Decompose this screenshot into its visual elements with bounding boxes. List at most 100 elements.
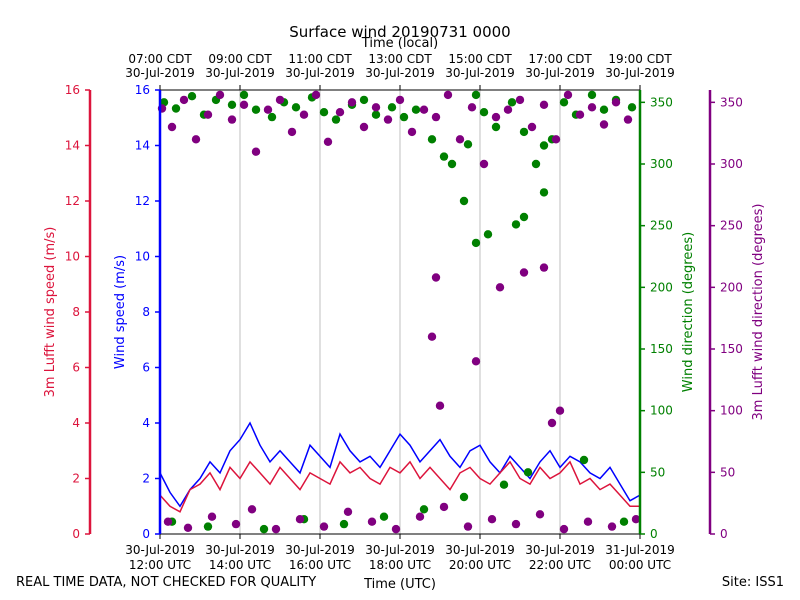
direction-axis-tick-label: 50: [650, 465, 665, 479]
3m-lufft-wind-direction-point: [251, 147, 261, 156]
3m-lufft-wind-direction-point: [271, 524, 281, 534]
wind-direction-point: [459, 492, 469, 502]
3m-lufft-wind-direction-point: [563, 90, 573, 100]
x-tick-label-date: 30-Jul-2019: [445, 543, 515, 557]
3m-lufft-wind-direction-point: [427, 332, 437, 341]
wind-direction-point: [259, 524, 269, 534]
wind-direction-point: [539, 188, 549, 197]
top-tick-label-time: 15:00 CDT: [448, 52, 512, 66]
3m-lufft-wind-direction-point: [183, 523, 193, 532]
3m-lufft-wind-direction-point: [263, 105, 273, 114]
x-tick-label-time: 16:00 UTC: [289, 558, 351, 572]
x-tick-label-date: 31-Jul-2019: [605, 543, 675, 557]
3m-lufft-wind-direction-point: [575, 110, 585, 119]
3m-lufft-wind-direction-point: [503, 105, 513, 114]
3m-lufft-wind-direction-point: [599, 120, 609, 129]
wind-direction-point: [459, 196, 469, 206]
3m-lufft-wind-direction-point: [439, 502, 449, 512]
3m-lufft-wind-direction-point: [323, 137, 333, 146]
3m-lufft-wind-direction-point: [515, 95, 525, 105]
wind-direction-point: [251, 105, 261, 114]
speed-axis-tick-label: 12: [135, 194, 150, 208]
wind-direction-point: [339, 519, 349, 529]
wind-direction-point: [507, 98, 517, 107]
3m-lufft-wind-direction-point: [559, 524, 569, 534]
wind-speed-line: [159, 421, 641, 508]
top-tick-label-date: 30-Jul-2019: [605, 66, 675, 80]
3m-lufft-wind-direction-point: [391, 524, 401, 534]
x-tick-label-time: 14:00 UTC: [209, 558, 271, 572]
wind-direction-point: [359, 95, 369, 105]
wind-direction-point: [187, 92, 197, 101]
wind-direction-point: [531, 159, 541, 169]
3m-lufft-wind-direction-point: [491, 112, 501, 122]
lufft-speed-axis-tick-label: 8: [72, 305, 80, 319]
lufft-speed-axis-tick-label: 2: [72, 472, 80, 486]
wind-direction-point: [171, 104, 181, 113]
3m-lufft-wind-direction-point: [487, 515, 497, 524]
3m-lufft-wind-direction-point: [231, 519, 241, 529]
3m-lufft-wind-direction-point: [611, 98, 621, 107]
3m-lufft-wind-direction-point: [419, 105, 429, 114]
3m-lufft-wind-direction-point: [163, 517, 173, 526]
3m-lufft-wind-direction-point: [347, 98, 357, 107]
3m-lufft-wind-direction-point: [359, 122, 369, 132]
top-tick-label-time: 09:00 CDT: [208, 52, 272, 66]
wind-direction-point: [579, 455, 589, 465]
direction-axis-tick-label: 0: [650, 527, 658, 541]
3m-lufft-wind-direction-point: [479, 159, 489, 169]
lufft-speed-axis-tick-label: 0: [72, 527, 80, 541]
3m-lufft-wind-direction-point: [443, 90, 453, 100]
wind-direction-point: [587, 90, 597, 100]
3m-lufft-wind-direction-point: [555, 406, 565, 415]
x-tick-label-date: 30-Jul-2019: [365, 543, 435, 557]
3m-lufft-wind-direction-point: [319, 522, 329, 531]
lufft-direction-axis-tick-label: 200: [720, 280, 743, 294]
direction-axis-tick-label: 150: [650, 342, 673, 356]
wind-direction-point: [511, 220, 521, 229]
wind-direction-point: [447, 159, 457, 169]
3m-lufft-wind-direction-point: [395, 95, 405, 105]
3m-lufft-wind-direction-point: [511, 519, 521, 529]
wind-direction-point: [371, 110, 381, 119]
lufft-direction-axis-tick-label: 0: [720, 527, 728, 541]
3m-lufft-wind-direction-point: [239, 100, 249, 110]
3m-lufft-wind-direction-point: [527, 122, 537, 132]
top-tick-label-date: 30-Jul-2019: [125, 66, 195, 80]
3m-lufft-wind-direction-point: [547, 418, 557, 428]
speed-axis-tick-label: 16: [135, 83, 150, 97]
speed-axis-label: Wind speed (m/s): [113, 255, 128, 369]
3m-lufft-wind-direction-point: [607, 522, 617, 531]
3m-lufft-wind-direction-point: [203, 110, 213, 119]
wind-direction-point: [523, 468, 533, 477]
lufft-speed-axis-label: 3m Lufft wind speed (m/s): [43, 227, 58, 398]
x-tick-label-date: 30-Jul-2019: [125, 543, 195, 557]
3m-lufft-wind-direction-point: [367, 517, 377, 526]
top-tick-label-time: 17:00 CDT: [528, 52, 592, 66]
direction-axis-tick-label: 350: [650, 95, 673, 109]
lufft-speed-axis-tick-label: 16: [65, 83, 80, 97]
lufft-direction-axis-tick-label: 250: [720, 219, 743, 233]
3m-lufft-wind-direction-point: [431, 112, 441, 122]
top-tick-label-date: 30-Jul-2019: [205, 66, 275, 80]
wind-direction-point: [319, 108, 329, 117]
speed-axis-tick-label: 8: [142, 305, 150, 319]
x-tick-label-date: 30-Jul-2019: [525, 543, 595, 557]
wind-direction-point: [491, 122, 501, 132]
wind-direction-point: [539, 141, 549, 150]
x-tick-label-time: 12:00 UTC: [129, 558, 191, 572]
lufft-speed-axis-tick-label: 14: [65, 139, 80, 153]
wind-direction-point: [483, 230, 493, 239]
top-tick-label-date: 30-Jul-2019: [285, 66, 355, 80]
wind-direction-point: [427, 135, 437, 144]
x-tick-label-time: 18:00 UTC: [369, 558, 431, 572]
3m-lufft-wind-direction-point: [455, 135, 465, 144]
direction-axis-tick-label: 200: [650, 280, 673, 294]
3m-lufft-wind-direction-point: [295, 515, 305, 524]
series-layer: [157, 90, 641, 534]
3m-lufft-wind-direction-point: [631, 515, 641, 524]
3m-lufft-wind-direction-point: [535, 510, 545, 519]
wind-direction-point: [499, 480, 509, 489]
wind-direction-point: [291, 103, 301, 112]
x-tick-label-date: 30-Jul-2019: [285, 543, 355, 557]
